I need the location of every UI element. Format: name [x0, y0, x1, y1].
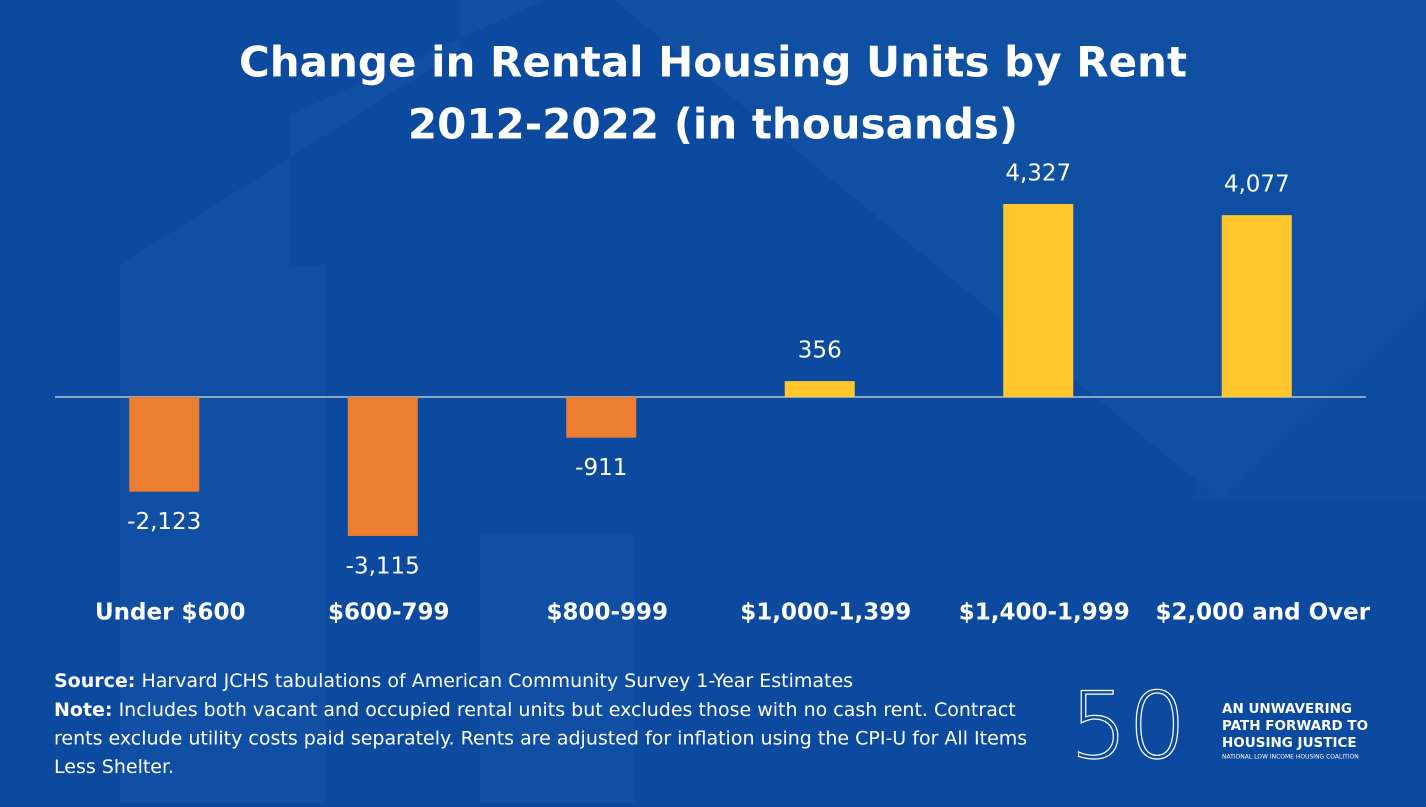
chart-title: Change in Rental Housing Units by Rent: [239, 38, 1187, 87]
logo-line: PATH FORWARD TO: [1222, 718, 1368, 734]
bar: [566, 397, 637, 438]
x-tick-label: $600-799: [328, 600, 450, 626]
logo-line: HOUSING JUSTICE: [1222, 735, 1357, 751]
house-door: [480, 535, 635, 803]
footer-line: Source: Harvard JCHS tabulations of Amer…: [54, 670, 853, 692]
value-label: -911: [575, 455, 627, 481]
value-label: 4,077: [1224, 172, 1290, 198]
footer-text: Less Shelter.: [54, 756, 174, 778]
value-label: 356: [798, 338, 842, 364]
x-tick-label: $800-999: [546, 600, 668, 626]
bar: [129, 397, 200, 492]
x-tick-label: Under $600: [95, 600, 245, 626]
bar: [1221, 215, 1292, 397]
footer-label: Note:: [54, 699, 113, 721]
footer-label: Source:: [54, 670, 135, 692]
footer: Source: Harvard JCHS tabulations of Amer…: [54, 670, 1027, 778]
logo-tagline: NATIONAL LOW INCOME HOUSING COALITION: [1222, 754, 1359, 761]
x-tick-label: $1,400-1,999: [959, 600, 1130, 626]
logo-line: AN UNWAVERING: [1222, 701, 1352, 717]
footer-text: Harvard JCHS tabulations of American Com…: [141, 670, 853, 692]
footer-line: rents exclude utility costs paid separat…: [54, 727, 1027, 749]
value-label: 4,327: [1005, 161, 1071, 187]
bar: [347, 397, 418, 536]
bar: [1003, 204, 1074, 397]
logo: 50 AN UNWAVERING PATH FORWARD TO HOUSING…: [1069, 672, 1368, 780]
value-label: -2,123: [127, 509, 201, 535]
house-shape: [120, 0, 1426, 500]
house-wall: [120, 265, 325, 803]
footer-line: Note: Includes both vacant and occupied …: [54, 699, 1016, 721]
x-tick-label: $2,000 and Over: [1155, 600, 1370, 626]
bar: [784, 381, 855, 397]
footer-text: rents exclude utility costs paid separat…: [54, 727, 1027, 749]
logo-number: 50: [1069, 673, 1186, 780]
footer-line: Less Shelter.: [54, 756, 174, 778]
x-tick-label: $1,000-1,399: [740, 600, 911, 626]
chart-subtitle: 2012-2022 (in thousands): [408, 100, 1018, 149]
footer-text: Includes both vacant and occupied rental…: [119, 699, 1016, 721]
value-label: -3,115: [346, 553, 420, 579]
